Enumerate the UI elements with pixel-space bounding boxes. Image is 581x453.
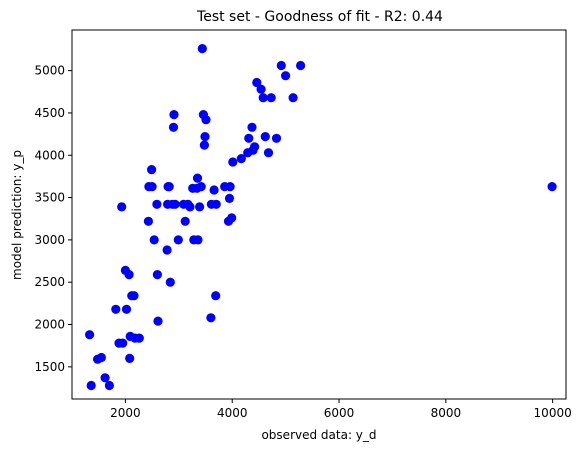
data-point bbox=[164, 182, 174, 192]
data-point bbox=[129, 291, 139, 301]
x-axis-label: observed data: y_d bbox=[261, 428, 376, 442]
data-point bbox=[250, 142, 260, 152]
data-point bbox=[296, 60, 306, 71]
data-point bbox=[152, 199, 162, 209]
data-point bbox=[271, 133, 282, 143]
data-point bbox=[111, 304, 121, 314]
data-point bbox=[134, 333, 144, 343]
data-point bbox=[170, 199, 180, 209]
data-point bbox=[201, 115, 211, 125]
x-tick-label: 4000 bbox=[217, 406, 248, 420]
data-point bbox=[86, 380, 96, 391]
data-point bbox=[199, 140, 209, 150]
data-point bbox=[256, 84, 266, 94]
data-point bbox=[149, 235, 159, 245]
y-tick-label: 2500 bbox=[34, 275, 65, 289]
data-point bbox=[162, 245, 172, 255]
data-point bbox=[211, 199, 221, 209]
y-tick-label: 3500 bbox=[34, 191, 65, 205]
data-point bbox=[252, 77, 262, 88]
data-point bbox=[165, 277, 175, 287]
data-point bbox=[168, 122, 179, 132]
data-point bbox=[192, 173, 203, 183]
chart-title: Test set - Goodness of fit - R2: 0.44 bbox=[196, 9, 443, 25]
data-point bbox=[152, 270, 162, 280]
data-point bbox=[85, 330, 95, 340]
plot-frame bbox=[71, 29, 567, 400]
data-point bbox=[143, 216, 153, 226]
data-point bbox=[547, 182, 557, 192]
data-point bbox=[147, 182, 157, 192]
data-points bbox=[85, 44, 557, 391]
data-point bbox=[247, 122, 257, 132]
y-tick-label: 2000 bbox=[34, 318, 65, 332]
data-point bbox=[200, 132, 210, 142]
data-point bbox=[121, 304, 132, 314]
x-tick-label: 10000 bbox=[534, 406, 572, 420]
y-axis-label: model prediction: y_p bbox=[10, 150, 24, 280]
data-point bbox=[276, 60, 286, 71]
y-axis-ticks: 1500 2000 2500 3000 3500 4000 4500 5000 bbox=[34, 64, 72, 374]
data-point bbox=[266, 93, 276, 103]
data-point bbox=[100, 373, 110, 383]
y-tick-label: 4500 bbox=[34, 106, 65, 120]
data-point bbox=[153, 316, 163, 326]
data-point bbox=[228, 157, 238, 167]
data-point bbox=[236, 154, 246, 164]
data-point bbox=[260, 132, 270, 142]
y-tick-label: 3000 bbox=[34, 233, 65, 247]
data-point bbox=[197, 44, 207, 54]
x-axis-ticks: 2000 4000 6000 8000 10000 bbox=[110, 399, 572, 420]
x-tick-label: 6000 bbox=[324, 406, 355, 420]
data-point bbox=[173, 235, 183, 245]
x-tick-label: 8000 bbox=[431, 406, 462, 420]
data-point bbox=[193, 235, 203, 245]
data-point bbox=[244, 133, 254, 143]
data-point bbox=[209, 185, 219, 195]
data-point bbox=[180, 216, 190, 226]
data-point bbox=[206, 313, 216, 323]
data-point bbox=[263, 148, 274, 158]
data-point bbox=[169, 110, 179, 120]
data-point bbox=[227, 213, 237, 223]
y-tick-label: 1500 bbox=[34, 360, 65, 374]
y-tick-label: 5000 bbox=[34, 64, 65, 78]
data-point bbox=[196, 182, 206, 192]
y-tick-label: 4000 bbox=[34, 148, 65, 162]
data-point bbox=[147, 165, 157, 175]
data-point bbox=[118, 338, 128, 348]
x-tick-label: 2000 bbox=[110, 406, 141, 420]
data-point bbox=[124, 270, 134, 280]
data-point bbox=[96, 352, 106, 363]
data-point bbox=[288, 93, 298, 103]
data-point bbox=[281, 71, 291, 81]
data-point bbox=[125, 353, 135, 363]
data-point bbox=[211, 291, 221, 301]
data-point bbox=[258, 93, 268, 103]
data-point bbox=[195, 202, 205, 212]
data-point bbox=[185, 202, 195, 212]
data-point bbox=[224, 193, 235, 203]
data-point bbox=[225, 182, 235, 192]
data-point bbox=[117, 202, 127, 212]
data-point bbox=[104, 380, 114, 391]
